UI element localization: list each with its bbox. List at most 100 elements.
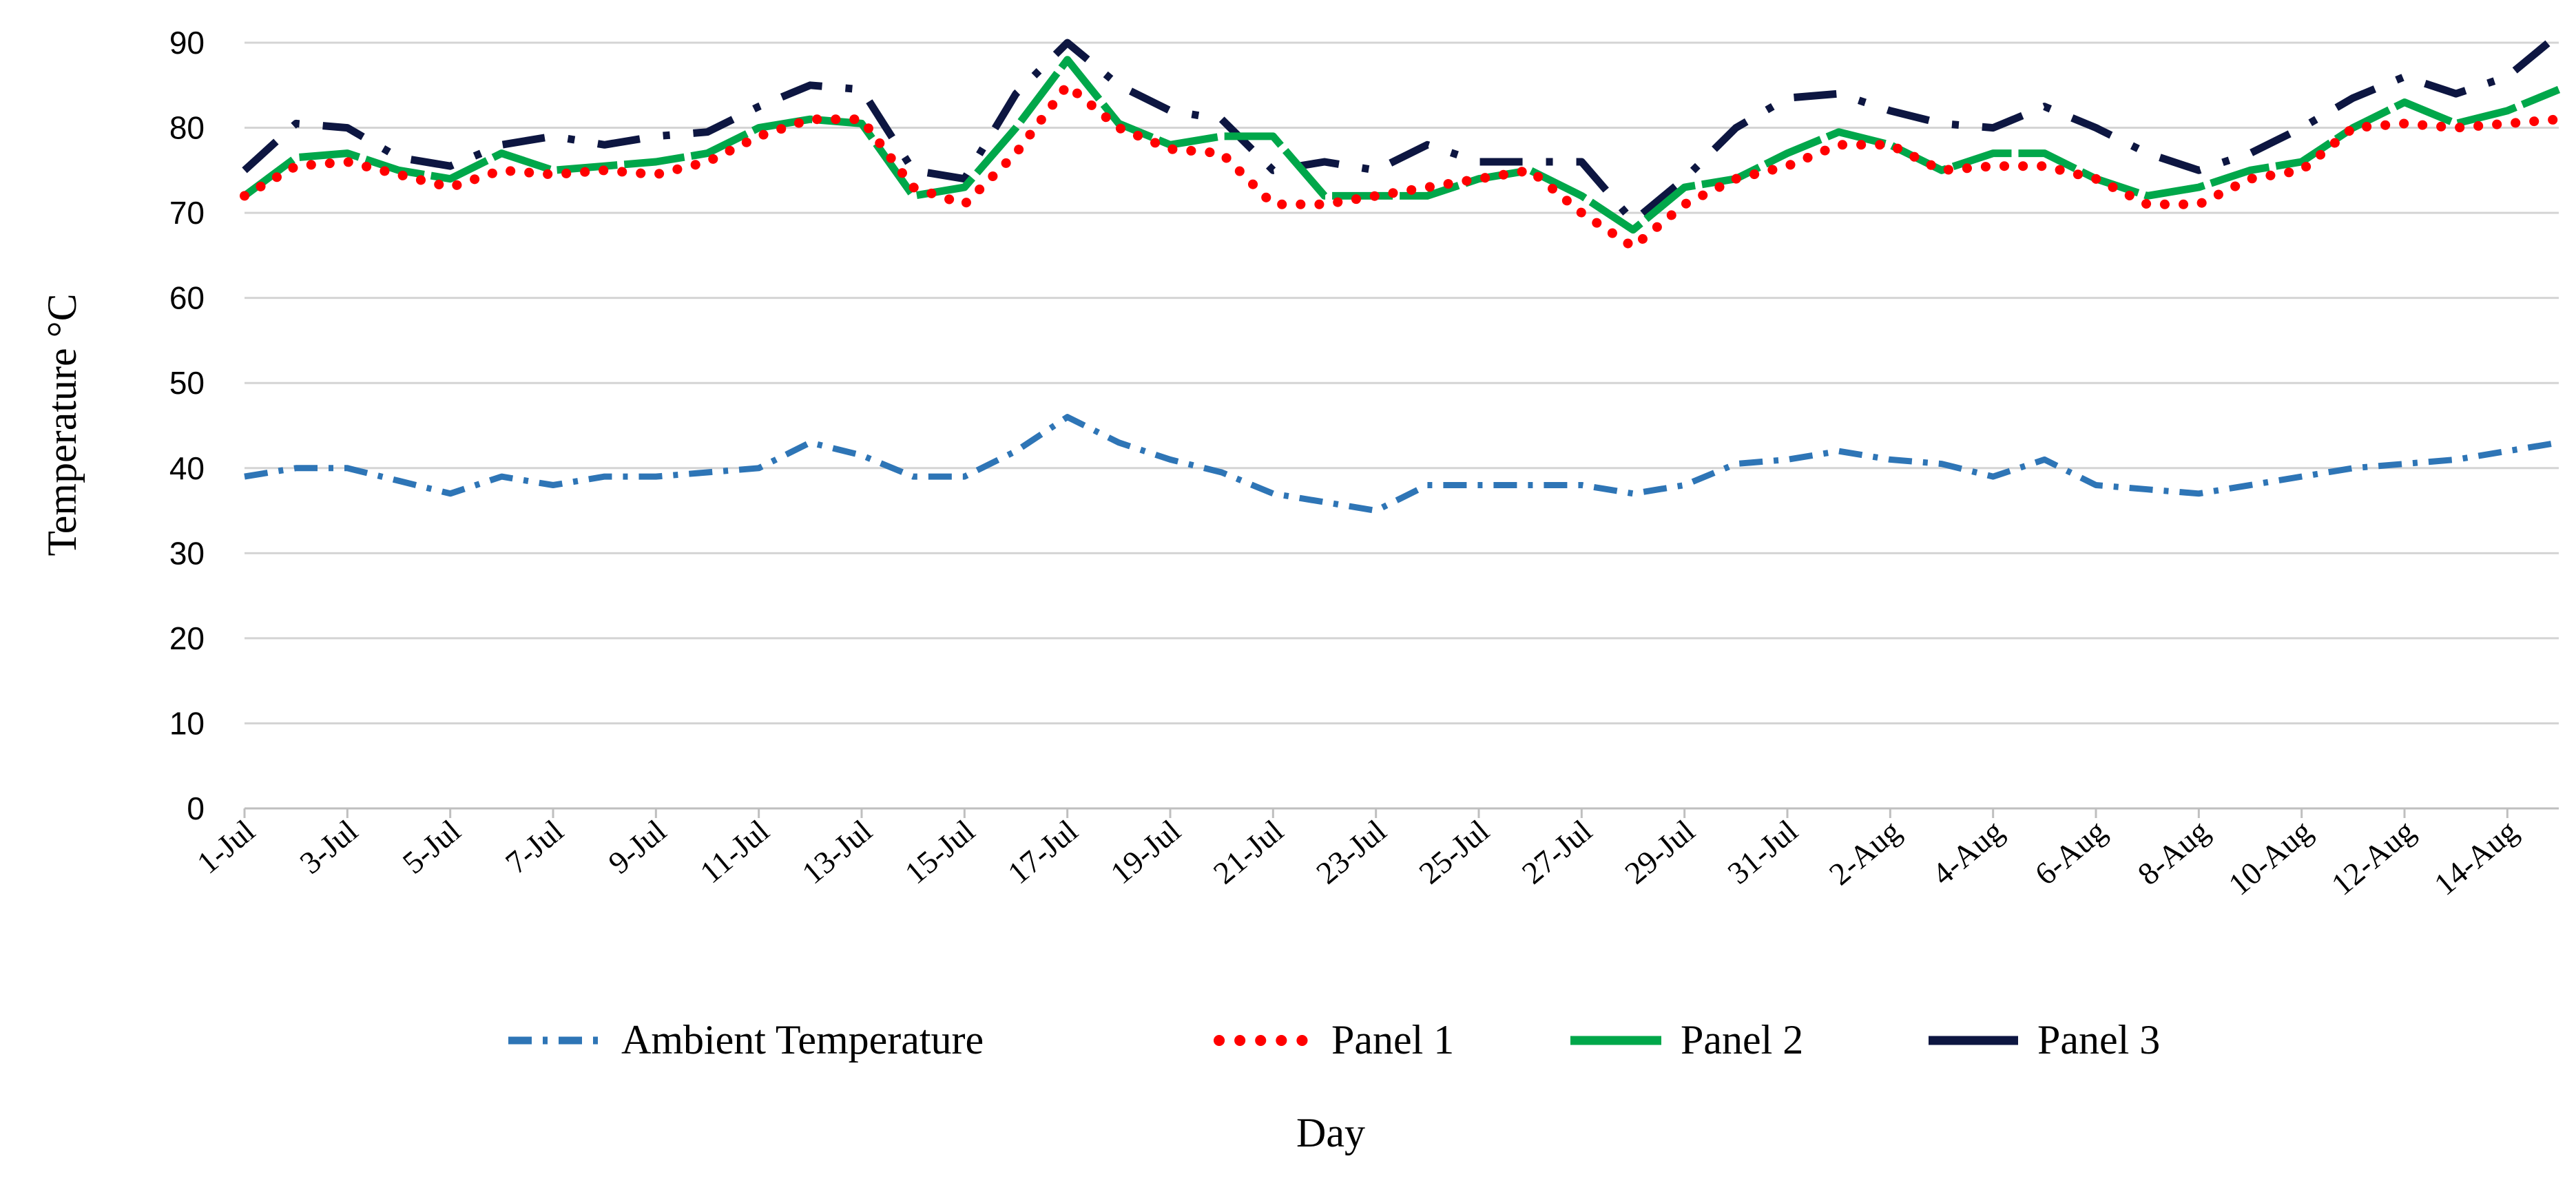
x-tick-label: 27-Jul: [1515, 813, 1599, 891]
legend-item-panel1: Panel 1: [1214, 1017, 1454, 1062]
x-tick-label: 2-Aug: [1822, 813, 1907, 892]
data-point-panel-1: [707, 161, 708, 163]
x-tick-label: 6-Aug: [2028, 813, 2113, 892]
data-point-panel-2: [552, 169, 554, 171]
data-point-ambient-temperature: [1684, 485, 1685, 486]
data-point-ambient-temperature: [1015, 450, 1017, 452]
y-tick-label: 70: [169, 195, 205, 231]
x-tick-label: 4-Aug: [1925, 813, 2010, 892]
x-axis-title: Day: [1296, 1110, 1365, 1155]
data-point-ambient-temperature: [861, 454, 862, 456]
data-point-panel-3: [2558, 34, 2559, 35]
data-point-panel-1: [2506, 123, 2508, 124]
data-point-ambient-temperature: [1787, 459, 1788, 460]
legend-item-panel3: Panel 3: [1929, 1017, 2160, 1062]
data-point-ambient-temperature: [809, 442, 811, 443]
data-point-panel-2: [1530, 169, 1531, 171]
legend-item-ambient: Ambient Temperature: [508, 1017, 984, 1062]
data-point-panel-1: [2301, 169, 2303, 171]
data-point-ambient-temperature: [2404, 463, 2405, 465]
data-point-ambient-temperature: [1324, 501, 1325, 503]
x-tick-labels: 1-Jul 3-Jul 5-Jul 7-Jul 9-Jul 11-Jul 13-Jul 15-…: [190, 813, 2524, 902]
x-tick-label: 14-Aug: [2427, 813, 2524, 902]
x-tick-label: 23-Jul: [1309, 813, 1393, 891]
x-tick-label: 12-Aug: [2325, 813, 2421, 902]
data-point-panel-1: [1889, 144, 1891, 145]
data-point-panel-3: [552, 136, 554, 137]
data-point-panel-1: [1530, 169, 1531, 171]
x-tick-label: 19-Jul: [1104, 813, 1187, 891]
y-tick-label: 80: [169, 110, 205, 146]
data-point-panel-3: [1478, 161, 1479, 163]
series-line-panel-3: [242, 31, 2562, 225]
x-tick-label: 31-Jul: [1721, 813, 1805, 891]
data-point-ambient-temperature: [1375, 510, 1377, 512]
data-point-panel-3: [2147, 153, 2148, 154]
data-point-panel-2: [1889, 144, 1891, 145]
data-point-panel-3: [1684, 178, 1685, 180]
data-point-panel-3: [501, 144, 502, 145]
data-point-ambient-temperature: [2455, 459, 2457, 460]
data-point-panel-3: [398, 157, 399, 158]
x-tick-label: 29-Jul: [1618, 813, 1701, 891]
legend-label-panel2: Panel 2: [1681, 1017, 1803, 1062]
data-point-panel-2: [1221, 136, 1223, 137]
y-tick-label: 90: [169, 25, 205, 61]
legend-label-panel3: Panel 3: [2037, 1017, 2160, 1062]
data-point-ambient-temperature: [1735, 463, 1736, 465]
x-tick-label: 15-Jul: [898, 813, 981, 891]
x-tick-label: 25-Jul: [1413, 813, 1496, 891]
series-line-ambient-temperature: [244, 414, 2559, 514]
y-tick-label: 0: [187, 791, 205, 826]
axes: [243, 807, 2559, 818]
y-tick-label: 50: [169, 365, 205, 401]
legend-item-panel2: Panel 2: [1570, 1017, 1803, 1062]
data-point-panel-1: [1221, 153, 1223, 154]
x-tick-label: 10-Aug: [2222, 813, 2318, 902]
data-point-panel-3: [1170, 110, 1171, 112]
x-tick-label: 8-Aug: [2131, 813, 2216, 892]
legend: Ambient Temperature Panel 1 Panel 2 Pane…: [508, 1017, 2160, 1062]
data-point-panel-3: [1941, 123, 1942, 124]
data-point-ambient-temperature: [2506, 450, 2508, 452]
data-point-panel-3: [2506, 76, 2508, 77]
y-axis-title: Temperature °C: [39, 293, 85, 556]
data-point-panel-1: [501, 169, 502, 171]
legend-label-ambient: Ambient Temperature: [621, 1017, 984, 1062]
legend-label-panel1: Panel 1: [1331, 1017, 1454, 1062]
series-line-panel-2: [242, 56, 2561, 234]
y-tick-labels: 0 10 20 30 40 50 60 70 80 90: [169, 25, 205, 826]
data-point-panel-1: [1632, 247, 1634, 248]
data-point-panel-3: [1632, 221, 1634, 222]
x-tick-label: 21-Jul: [1207, 813, 1290, 891]
x-tick-label: 5-Jul: [396, 813, 467, 881]
data-point-panel-2: [913, 195, 914, 196]
x-tick-label: 13-Jul: [796, 813, 879, 891]
y-tick-label: 60: [169, 280, 205, 316]
x-tick-label: 11-Jul: [694, 813, 776, 890]
x-tick-label: 7-Jul: [499, 813, 570, 881]
data-point-panel-3: [1838, 93, 1840, 94]
x-tick-label: 17-Jul: [1001, 813, 1084, 891]
data-point-panel-2: [295, 157, 297, 158]
y-tick-label: 10: [169, 705, 205, 741]
gridlines: [245, 41, 2559, 724]
data-point-panel-3: [1375, 169, 1377, 171]
x-tick-label: 9-Jul: [602, 813, 673, 881]
data-series: [240, 31, 2564, 514]
data-point-panel-1: [450, 187, 451, 188]
y-tick-label: 20: [169, 620, 205, 656]
data-point-panel-3: [861, 89, 862, 90]
data-point-ambient-temperature: [2558, 442, 2559, 443]
data-point-panel-1: [2558, 118, 2559, 120]
data-point-panel-1: [1272, 204, 1274, 205]
y-tick-label: 40: [169, 450, 205, 486]
y-tick-label: 30: [169, 535, 205, 571]
data-point-panel-3: [1787, 97, 1788, 98]
data-point-panel-1: [552, 174, 554, 176]
data-point-panel-3: [2404, 76, 2405, 77]
data-point-panel-3: [2250, 153, 2251, 154]
data-point-panel-3: [1530, 161, 1531, 163]
data-point-panel-1: [1067, 85, 1068, 86]
